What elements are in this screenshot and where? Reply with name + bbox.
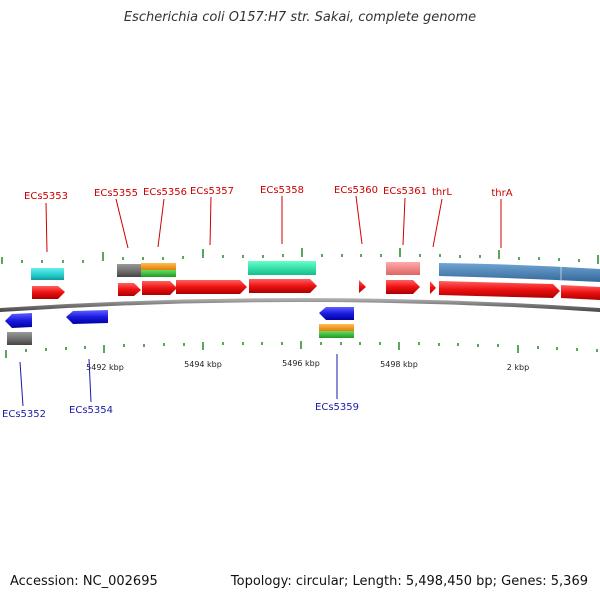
topology-text: Topology: circular; Length: 5,498,450 bp… bbox=[230, 574, 588, 589]
gene-arrow bbox=[176, 280, 247, 294]
cyan-feature bbox=[31, 268, 64, 280]
gene-label: thrL bbox=[432, 187, 452, 198]
genome-title: Escherichia coli O157:H7 str. Sakai, com… bbox=[123, 10, 477, 25]
teal-feature bbox=[248, 261, 316, 275]
gene-arrow bbox=[118, 283, 141, 296]
upper-features bbox=[31, 261, 600, 282]
upper-ticks bbox=[1, 248, 599, 264]
gene-label: ECs5360 bbox=[334, 185, 378, 196]
lower-leaders bbox=[19, 354, 338, 407]
steel-feature bbox=[439, 263, 600, 282]
gene-label: ECs5359 bbox=[315, 402, 359, 413]
green-feature bbox=[319, 331, 354, 338]
forward-genes bbox=[32, 279, 600, 300]
gene-arrow bbox=[439, 281, 560, 298]
axis-label: 5496 kbp bbox=[282, 359, 320, 368]
gene-arrow bbox=[319, 307, 354, 320]
orange-feature bbox=[319, 324, 354, 331]
axis-labels: 5492 kbp 5494 kbp 5496 kbp 5498 kbp 2 kb… bbox=[86, 359, 529, 372]
gray-feature bbox=[117, 264, 141, 277]
gene-label: ECs5358 bbox=[260, 185, 304, 196]
gene-label: ECs5353 bbox=[24, 191, 68, 202]
pink-feature bbox=[386, 262, 420, 275]
gene-arrow bbox=[359, 280, 366, 293]
reverse-genes bbox=[5, 307, 354, 345]
gene-label: ECs5352 bbox=[2, 409, 46, 420]
gray-feature bbox=[7, 332, 32, 345]
gene-label: ECs5357 bbox=[190, 186, 234, 197]
orange-feature bbox=[141, 263, 176, 270]
gene-arrow bbox=[561, 285, 600, 300]
axis-label: 5494 kbp bbox=[184, 360, 222, 369]
gene-label: thrA bbox=[491, 188, 512, 199]
axis-label: 2 kbp bbox=[507, 363, 529, 372]
lower-labels: ECs5352 ECs5354 ECs5359 bbox=[2, 402, 359, 420]
accession-text: Accession: NC_002695 bbox=[10, 574, 158, 589]
axis-label: 5492 kbp bbox=[86, 363, 124, 372]
gene-arrow bbox=[66, 310, 108, 324]
upper-leaders bbox=[45, 195, 502, 253]
gene-arrow bbox=[386, 280, 420, 294]
gene-arrow bbox=[249, 279, 317, 293]
upper-labels: ECs5353 ECs5355 ECs5356 ECs5357 ECs5358 … bbox=[24, 185, 513, 202]
gene-label: ECs5361 bbox=[383, 186, 427, 197]
gene-label: ECs5356 bbox=[143, 187, 187, 198]
gene-arrow bbox=[32, 286, 65, 299]
gene-label: ECs5354 bbox=[69, 405, 113, 416]
genome-backbone bbox=[0, 298, 600, 312]
gene-arrow bbox=[5, 313, 32, 328]
axis-label: 5498 kbp bbox=[380, 360, 418, 369]
gene-arrow bbox=[142, 281, 177, 295]
green-feature bbox=[141, 270, 176, 277]
gene-label: ECs5355 bbox=[94, 188, 138, 199]
gene-arrow bbox=[430, 281, 436, 294]
lower-ticks bbox=[5, 341, 598, 358]
